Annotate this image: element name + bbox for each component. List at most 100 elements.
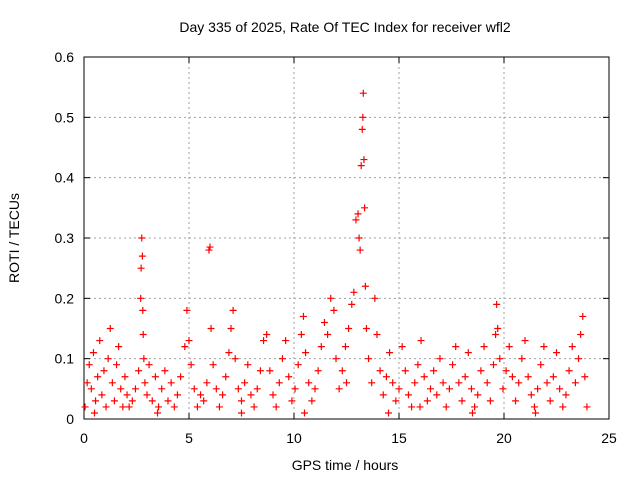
roti-point — [452, 343, 460, 351]
roti-point — [205, 246, 213, 254]
roti-point — [449, 361, 457, 369]
roti-point — [534, 385, 542, 393]
roti-point — [98, 391, 106, 399]
roti-point — [302, 349, 310, 357]
roti-point — [562, 391, 570, 399]
roti-point — [382, 373, 390, 381]
roti-point — [154, 409, 161, 417]
roti-point — [518, 355, 526, 363]
roti-point — [559, 403, 567, 411]
roti-point — [355, 234, 363, 242]
roti-point — [492, 331, 500, 339]
roti-point — [408, 403, 416, 411]
roti-point — [359, 89, 367, 97]
roti-point — [193, 403, 201, 411]
roti-point — [436, 355, 444, 363]
roti-point — [417, 337, 425, 345]
roti-point — [439, 379, 447, 387]
roti-point — [357, 162, 365, 170]
roti-point — [151, 373, 159, 381]
roti-point — [250, 403, 258, 411]
roti-point — [458, 397, 466, 405]
roti-point — [253, 385, 261, 393]
roti-point — [275, 379, 283, 387]
roti-point — [348, 300, 356, 308]
roti-point — [266, 367, 274, 375]
roti-point — [167, 379, 175, 387]
roti-point — [222, 373, 230, 381]
roti-point — [256, 367, 264, 375]
roti-point — [299, 312, 307, 320]
roti-point — [335, 385, 343, 393]
roti-point — [398, 343, 406, 351]
roti-point — [158, 385, 166, 393]
roti-point — [89, 349, 97, 357]
roti-point — [508, 373, 516, 381]
roti-point — [96, 337, 104, 345]
roti-point — [324, 331, 332, 339]
roti-point — [317, 343, 325, 351]
roti-point — [139, 306, 147, 314]
data-points — [81, 89, 591, 417]
roti-point — [227, 325, 235, 332]
y-tick-label: 0.5 — [55, 109, 75, 125]
roti-point — [102, 403, 110, 411]
x-tick-label: 5 — [185, 430, 193, 446]
roti-point — [297, 331, 305, 339]
roti-point — [117, 385, 125, 393]
roti-point — [106, 325, 114, 332]
y-tick-label: 0 — [66, 411, 74, 427]
roti-point — [494, 325, 502, 332]
roti-point — [359, 113, 367, 121]
roti-point — [170, 403, 178, 411]
x-tick-label: 20 — [496, 430, 512, 446]
roti-point — [185, 337, 193, 345]
roti-point — [477, 367, 485, 375]
roti-point — [362, 325, 370, 332]
roti-point — [212, 385, 220, 393]
roti-point — [361, 282, 369, 290]
roti-point — [200, 397, 208, 405]
roti-point — [128, 397, 136, 405]
roti-point — [505, 343, 513, 351]
roti-point — [115, 343, 123, 351]
roti-point — [368, 379, 376, 387]
roti-point — [140, 355, 148, 363]
roti-point — [229, 306, 237, 314]
roti-point — [219, 391, 227, 399]
roti-point — [341, 343, 349, 351]
roti-point — [260, 337, 268, 345]
roti-point — [430, 367, 438, 375]
y-tick-label: 0.4 — [55, 170, 75, 186]
roti-point — [137, 264, 145, 272]
roti-point — [423, 397, 431, 405]
roti-point — [358, 125, 366, 133]
roti-point — [269, 391, 277, 399]
roti-point — [294, 361, 302, 369]
roti-point — [577, 331, 585, 339]
roti-point — [571, 379, 579, 387]
x-tick-label: 10 — [286, 430, 302, 446]
roti-point — [301, 409, 308, 417]
roti-point — [530, 403, 538, 411]
roti-point — [173, 391, 181, 399]
roti-point — [247, 391, 255, 399]
roti-point — [395, 385, 403, 393]
roti-point — [343, 379, 350, 387]
roti-point — [94, 373, 102, 381]
roti-point — [445, 385, 453, 393]
roti-point — [215, 403, 223, 411]
roti-point — [206, 243, 214, 251]
roti-point — [121, 373, 129, 381]
roti-point — [371, 294, 379, 302]
roti-point — [442, 403, 450, 411]
roti-point — [225, 349, 233, 357]
roti-point — [119, 403, 127, 411]
roti-point — [332, 355, 340, 363]
roti-point — [521, 337, 529, 345]
chart-title: Day 335 of 2025, Rate Of TEC Index for r… — [179, 19, 510, 35]
roti-point — [360, 156, 368, 164]
roti-point — [209, 361, 217, 369]
roti-point — [278, 355, 286, 363]
roti-point — [263, 331, 271, 339]
